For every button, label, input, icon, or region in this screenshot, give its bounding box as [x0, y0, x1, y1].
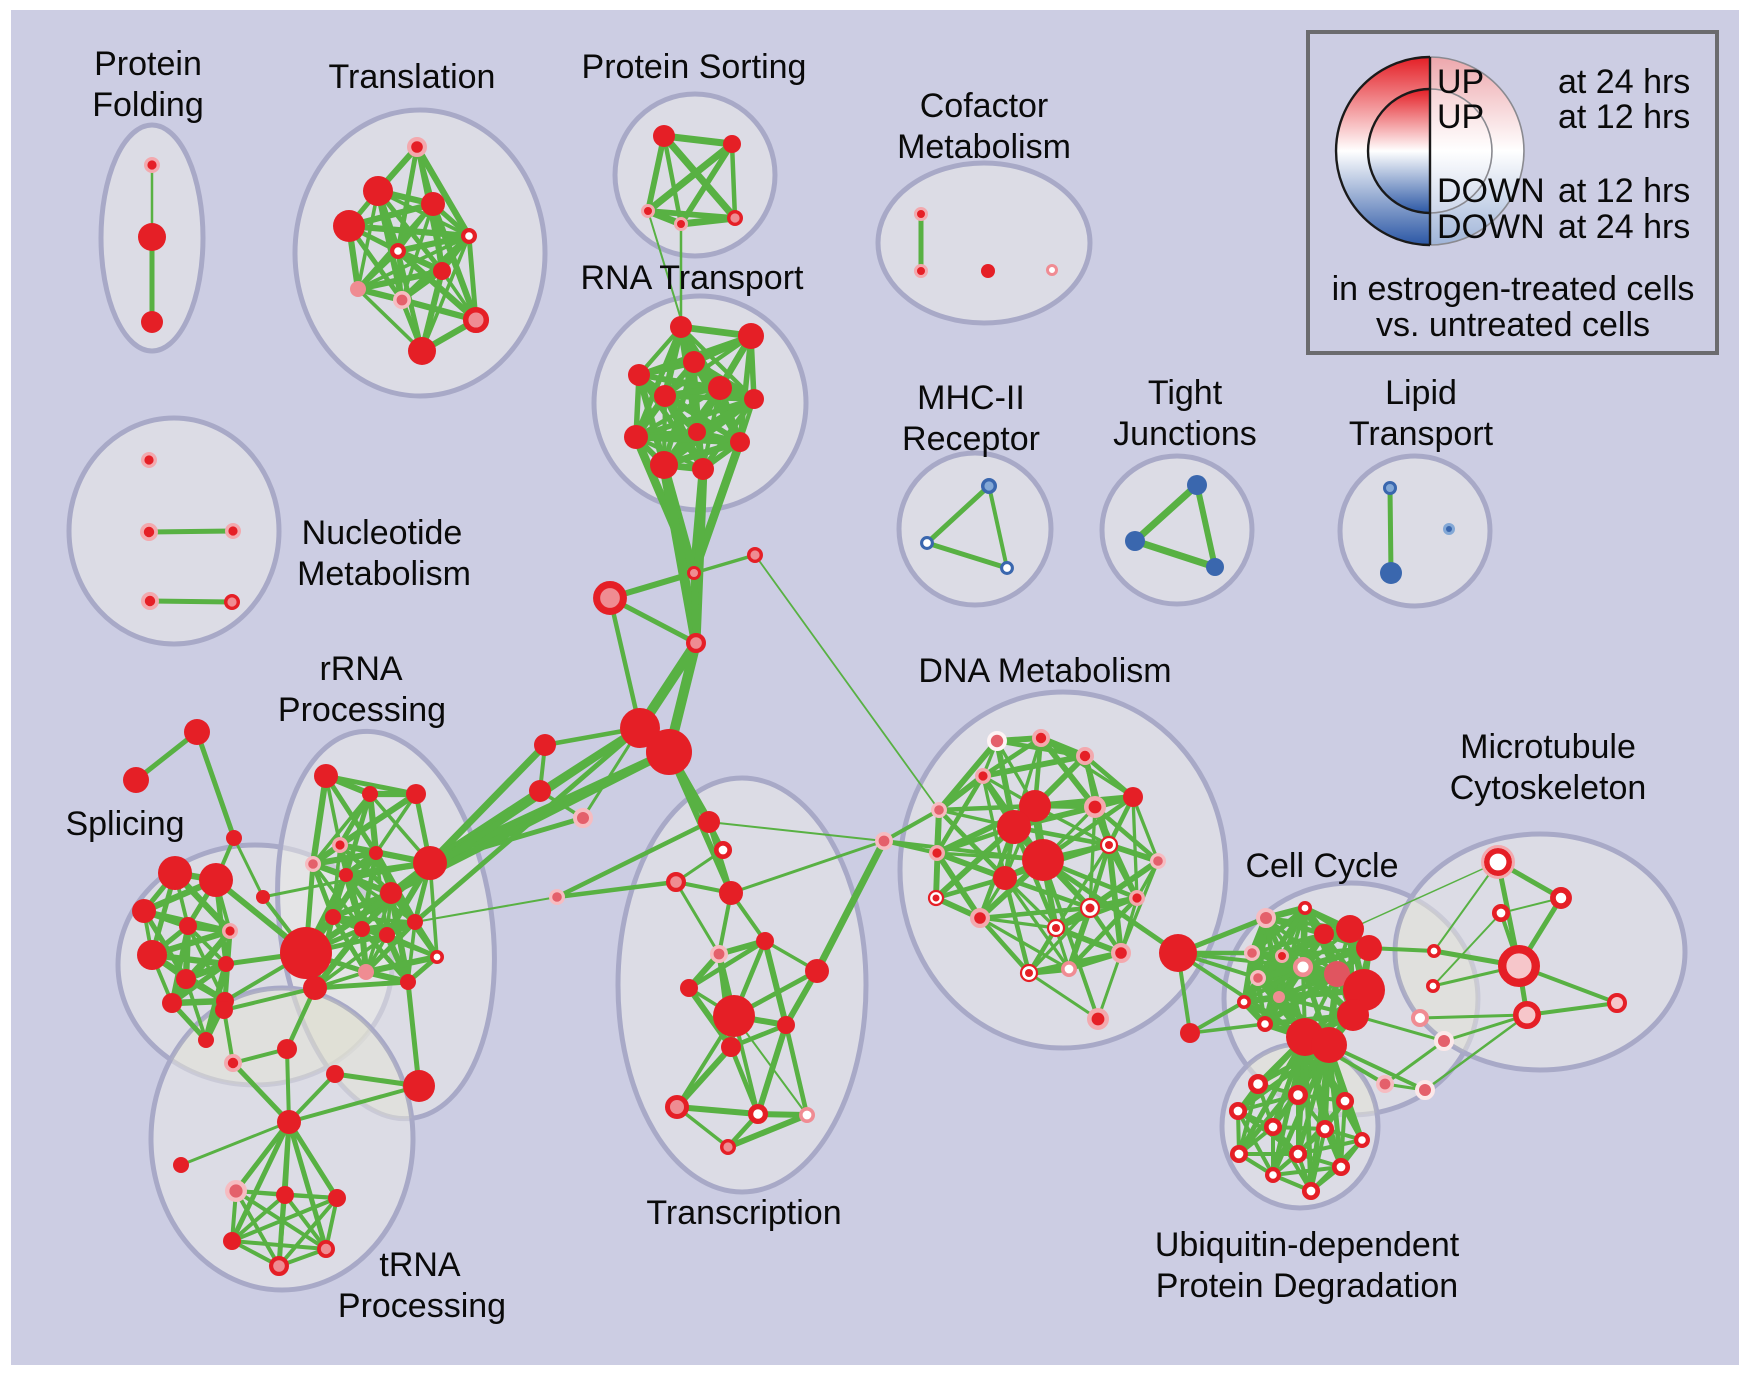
svg-text:Cell Cycle: Cell Cycle — [1245, 847, 1398, 885]
svg-text:Cofactor: Cofactor — [920, 87, 1049, 125]
svg-text:rRNA: rRNA — [319, 650, 402, 688]
svg-text:Lipid: Lipid — [1385, 374, 1457, 412]
svg-text:vs. untreated cells: vs. untreated cells — [1376, 306, 1650, 344]
svg-text:Receptor: Receptor — [902, 420, 1040, 458]
svg-text:in estrogen-treated cells: in estrogen-treated cells — [1332, 270, 1695, 308]
svg-text:Tight: Tight — [1148, 374, 1223, 412]
svg-text:UP: UP — [1437, 63, 1484, 101]
svg-text:Junctions: Junctions — [1113, 415, 1257, 453]
svg-text:Nucleotide: Nucleotide — [302, 514, 463, 552]
svg-text:RNA Transport: RNA Transport — [581, 259, 805, 297]
svg-text:at 12 hrs: at 12 hrs — [1558, 98, 1690, 136]
svg-text:UP: UP — [1437, 98, 1484, 136]
svg-text:Folding: Folding — [92, 86, 204, 124]
svg-text:MHC-II: MHC-II — [917, 379, 1025, 417]
svg-text:at 24 hrs: at 24 hrs — [1558, 208, 1690, 246]
svg-text:DOWN: DOWN — [1437, 172, 1545, 210]
svg-text:Protein Sorting: Protein Sorting — [582, 48, 807, 86]
svg-text:at 12 hrs: at 12 hrs — [1558, 172, 1690, 210]
svg-text:Microtubule: Microtubule — [1460, 728, 1636, 766]
svg-text:Processing: Processing — [278, 691, 446, 729]
svg-text:Transcription: Transcription — [646, 1194, 841, 1232]
svg-text:Metabolism: Metabolism — [897, 128, 1071, 166]
svg-text:Transport: Transport — [1349, 415, 1494, 453]
svg-text:Processing: Processing — [338, 1287, 506, 1325]
svg-text:DOWN: DOWN — [1437, 208, 1545, 246]
svg-text:Cytoskeleton: Cytoskeleton — [1450, 769, 1647, 807]
svg-text:Ubiquitin-dependent: Ubiquitin-dependent — [1155, 1226, 1460, 1264]
svg-text:tRNA: tRNA — [379, 1246, 461, 1284]
svg-text:Translation: Translation — [329, 58, 496, 96]
svg-text:Protein: Protein — [94, 45, 202, 83]
svg-text:Splicing: Splicing — [65, 805, 184, 843]
svg-text:Metabolism: Metabolism — [297, 555, 471, 593]
svg-text:Protein Degradation: Protein Degradation — [1156, 1267, 1458, 1305]
svg-text:DNA Metabolism: DNA Metabolism — [918, 652, 1171, 690]
svg-text:at 24 hrs: at 24 hrs — [1558, 63, 1690, 101]
